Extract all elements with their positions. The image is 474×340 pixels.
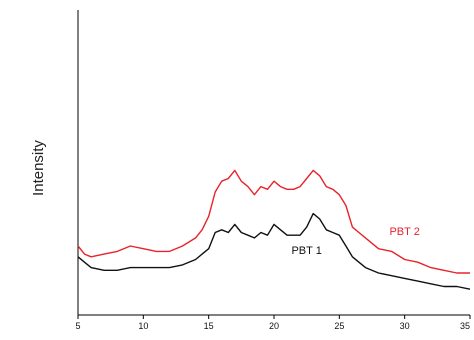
x-tick-label: 15: [204, 321, 214, 331]
x-tick-label: 20: [269, 321, 279, 331]
annotation-layer: PBT 2 PBT 1: [291, 226, 419, 257]
series-line-pbt-1: [77, 212, 471, 290]
x-tick-label: 5: [75, 321, 80, 331]
x-tick-label: 30: [400, 321, 410, 331]
series-annotation-pbt-1: PBT 1: [291, 245, 321, 257]
plot-area: 5 10 15 20 25 30 35 PBT 2 PBT 1: [75, 10, 471, 331]
x-tick-label: 35: [460, 321, 470, 331]
x-tick-label: 10: [138, 321, 148, 331]
y-axis-title: Intensity: [30, 140, 47, 196]
series-line-pbt-2: [77, 169, 470, 274]
x-axis-ticks: 5 10 15 20 25 30 35: [75, 315, 471, 331]
series-layer: [77, 169, 471, 290]
series-annotation-pbt-2: PBT 2: [389, 226, 419, 238]
x-tick-label: 25: [334, 321, 344, 331]
